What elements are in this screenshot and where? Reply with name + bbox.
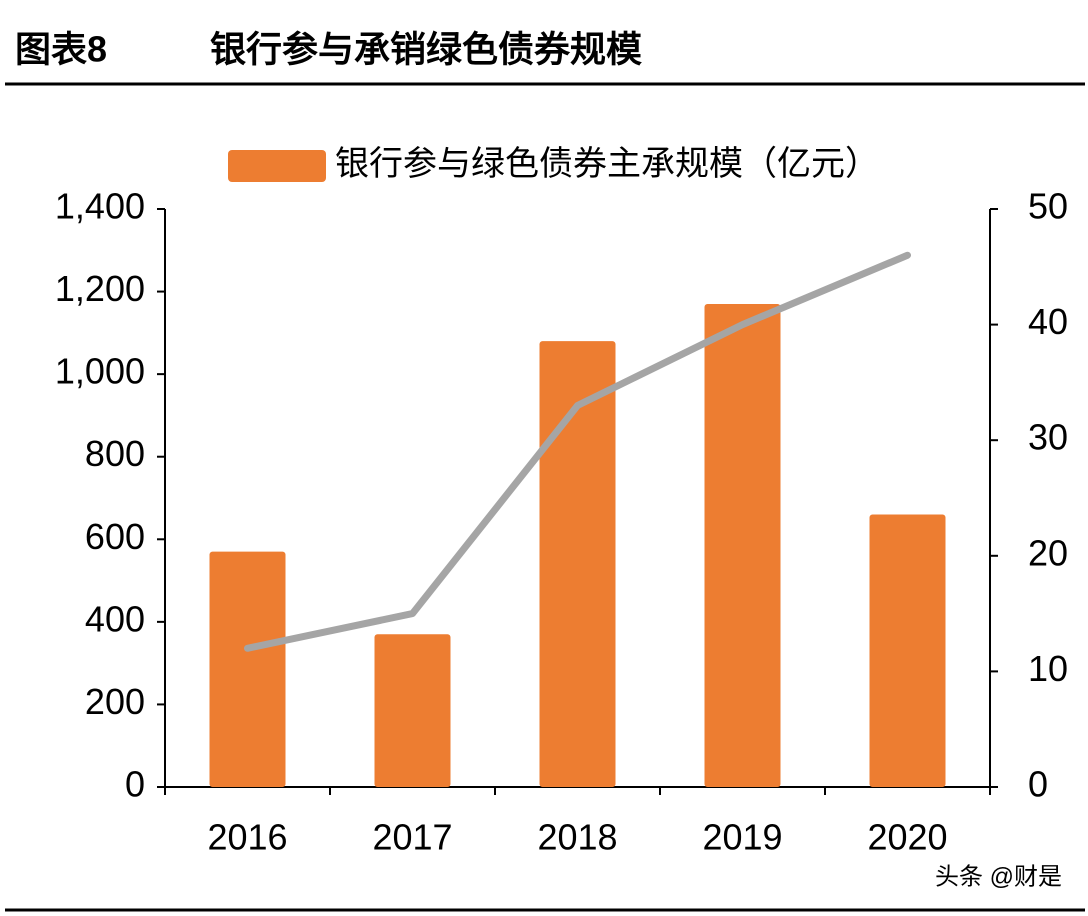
- y2-tick-label: 20: [1028, 532, 1068, 573]
- legend-label: 银行参与绿色债券主承规模（亿元）: [335, 145, 879, 183]
- y-tick-label: 0: [125, 764, 145, 805]
- y-tick-label: 200: [85, 681, 145, 722]
- legend-swatch: [228, 150, 326, 182]
- bar: [209, 551, 286, 787]
- x-tick-label: 2018: [537, 817, 617, 858]
- y2-tick-label: 10: [1028, 648, 1068, 689]
- bar: [374, 634, 451, 787]
- y-tick-label: 400: [85, 598, 145, 639]
- y-tick-label: 1,400: [55, 186, 145, 227]
- y2-tick-label: 0: [1028, 764, 1048, 805]
- line: [244, 251, 911, 652]
- y-tick-label: 800: [85, 433, 145, 474]
- x-tick-label: 2019: [702, 817, 782, 858]
- y2-tick-label: 30: [1028, 417, 1068, 458]
- watermark: 头条 @财是: [935, 863, 1062, 890]
- y-tick-label: 600: [85, 516, 145, 557]
- x-tick-label: 2020: [867, 817, 947, 858]
- y-tick-label: 1,200: [55, 268, 145, 309]
- bar: [704, 303, 781, 787]
- y2-tick-label: 40: [1028, 301, 1068, 342]
- chart-title: 银行参与承销绿色债券规模: [210, 29, 642, 70]
- x-tick-label: 2016: [207, 817, 287, 858]
- y2-tick-label: 50: [1028, 186, 1068, 227]
- x-tick-label: 2017: [372, 817, 452, 858]
- bar: [869, 514, 946, 787]
- figure-label: 图表8: [15, 29, 107, 70]
- bar: [539, 341, 616, 787]
- y-tick-label: 1,000: [55, 351, 145, 392]
